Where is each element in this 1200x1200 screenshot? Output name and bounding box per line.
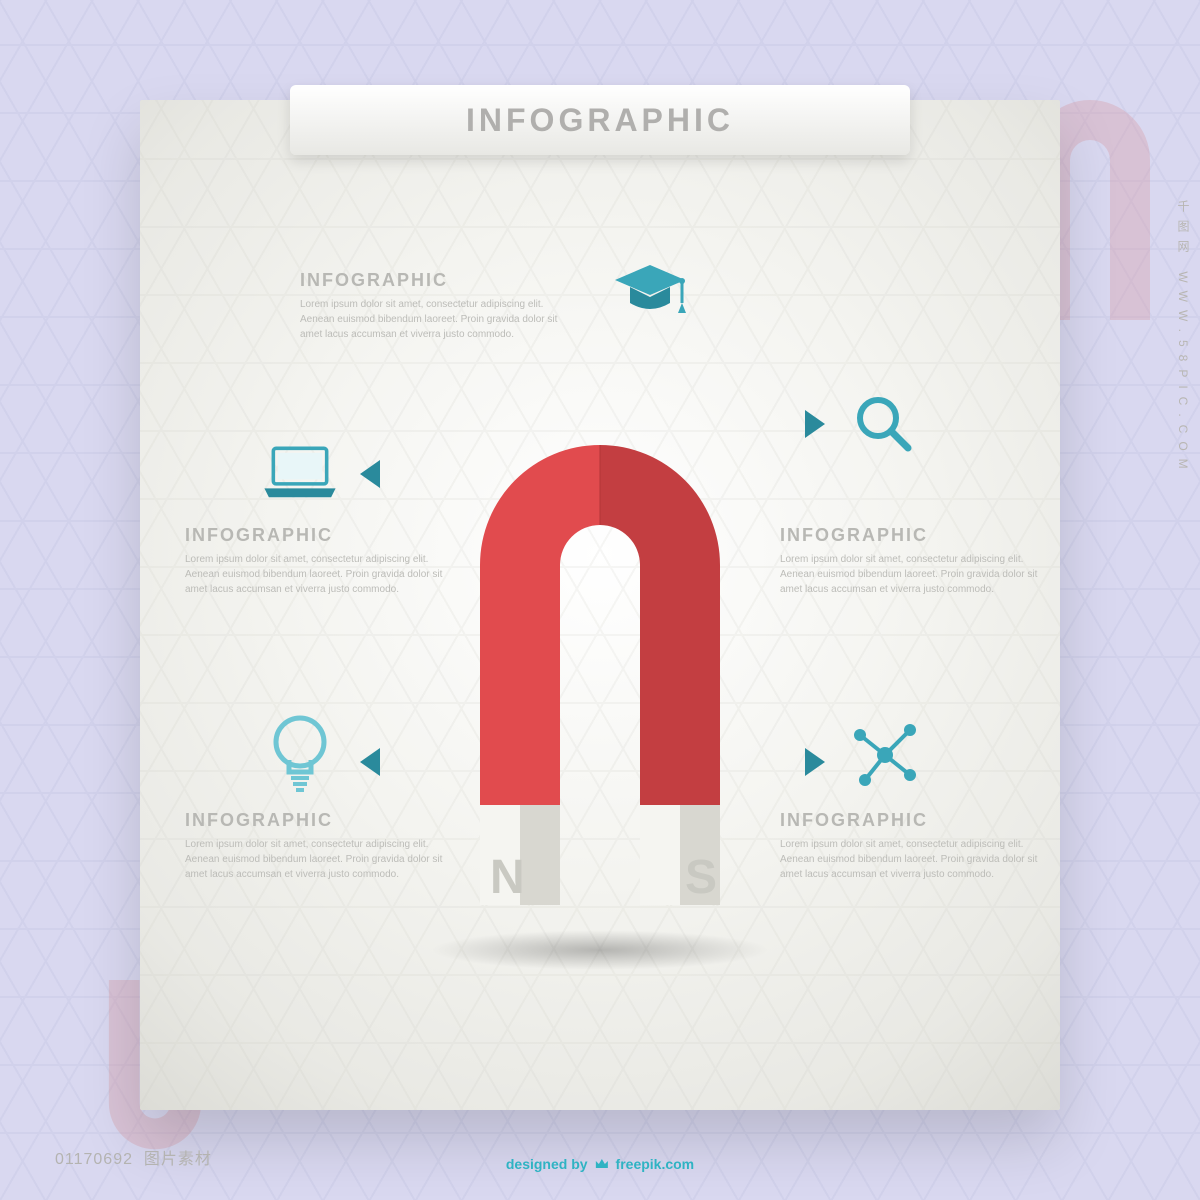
block-right-2-body: Lorem ipsum dolor sit amet, consectetur … <box>780 837 1040 882</box>
title-banner: INFOGRAPHIC <box>290 85 910 155</box>
block-top: INFOGRAPHIC Lorem ipsum dolor sit amet, … <box>300 270 580 342</box>
triangle-left-1 <box>360 460 380 488</box>
block-right-2-title: INFOGRAPHIC <box>780 810 1040 831</box>
block-right-2: INFOGRAPHIC Lorem ipsum dolor sit amet, … <box>780 810 1040 882</box>
pole-s-label: S <box>685 850 717 905</box>
crown-icon <box>594 1156 610 1172</box>
block-left-2-title: INFOGRAPHIC <box>185 810 445 831</box>
title-text: INFOGRAPHIC <box>466 102 734 139</box>
block-right-1: INFOGRAPHIC Lorem ipsum dolor sit amet, … <box>780 525 1040 597</box>
block-left-2: INFOGRAPHIC Lorem ipsum dolor sit amet, … <box>185 810 445 882</box>
block-top-title: INFOGRAPHIC <box>300 270 580 291</box>
molecule-icon <box>845 715 925 795</box>
block-right-1-title: INFOGRAPHIC <box>780 525 1040 546</box>
block-top-body: Lorem ipsum dolor sit amet, consectetur … <box>300 297 580 342</box>
block-left-2-body: Lorem ipsum dolor sit amet, consectetur … <box>185 837 445 882</box>
triangle-left-2 <box>360 748 380 776</box>
credit-name: freepik.com <box>616 1156 695 1172</box>
watermark: 千图网 WWW.58PIC.COM <box>1175 200 1192 477</box>
lightbulb-icon <box>260 715 340 795</box>
block-right-1-body: Lorem ipsum dolor sit amet, consectetur … <box>780 552 1040 597</box>
magnifier-icon <box>845 385 925 465</box>
block-left-1-body: Lorem ipsum dolor sit amet, consectetur … <box>185 552 445 597</box>
triangle-right-1 <box>805 410 825 438</box>
block-left-1: INFOGRAPHIC Lorem ipsum dolor sit amet, … <box>185 525 445 597</box>
laptop-icon <box>260 435 340 515</box>
image-id: 01170692 图片素材 <box>55 1145 212 1169</box>
triangle-right-2 <box>805 748 825 776</box>
magnet-shadow <box>430 930 770 970</box>
graduation-cap-icon <box>610 255 690 335</box>
block-left-1-title: INFOGRAPHIC <box>185 525 445 546</box>
credit-line: designed by freepik.com <box>506 1156 694 1172</box>
credit-prefix: designed by <box>506 1156 588 1172</box>
magnet <box>440 405 760 925</box>
pole-n-label: N <box>490 850 525 905</box>
